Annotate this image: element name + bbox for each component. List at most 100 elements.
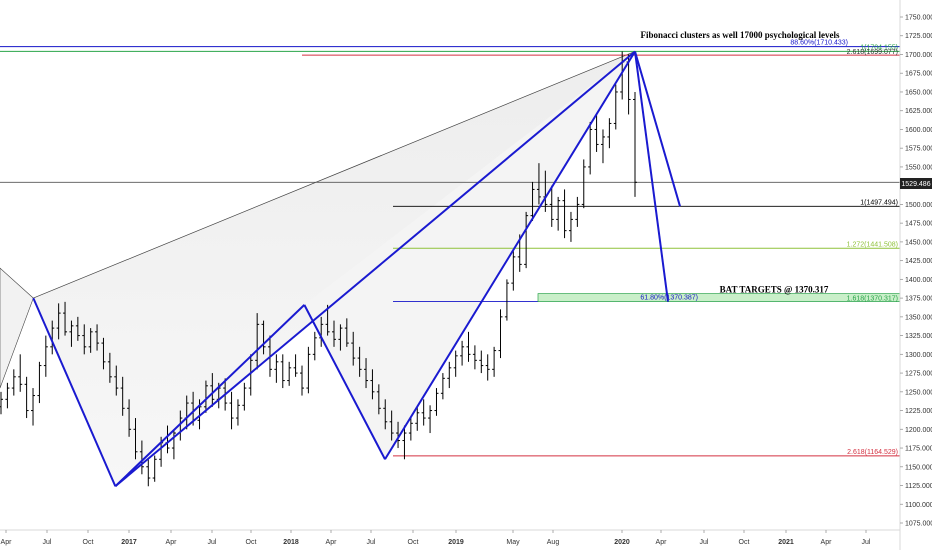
price-tick-label: 1500.000 — [905, 202, 932, 209]
time-tick-label: Apr — [166, 539, 178, 546]
label-1-black: 1(1497.494) — [860, 199, 898, 206]
pattern-shading — [0, 51, 636, 487]
ohlc-bar — [63, 301, 68, 336]
price-tick-label: 1400.000 — [905, 277, 932, 284]
price-tick-label: 1575.000 — [905, 146, 932, 153]
ohlc-bar — [312, 331, 317, 361]
ohlc-bar — [581, 159, 586, 209]
ohlc-bar — [133, 418, 138, 460]
ohlc-bar — [408, 418, 413, 441]
ohlc-bar — [389, 410, 394, 441]
ohlc-bar — [332, 320, 337, 347]
ohlc-bar — [120, 376, 125, 416]
time-tick-label: Jul — [367, 539, 376, 546]
bcd-shade — [304, 51, 635, 460]
ohlc-bar — [171, 429, 176, 460]
label-2618-bottom: 2.618(1164.529) — [847, 449, 898, 456]
time-tick-label: 2021 — [778, 539, 794, 546]
time-axis[interactable]: Apr Jul Oct 2017 Apr Jul Oct 2018 Apr Jul Oct 2019 M… — [0, 529, 900, 546]
ohlc-bar — [11, 369, 16, 396]
ohlc-bar — [383, 399, 388, 430]
time-tick-label: Jul — [862, 539, 871, 546]
time-tick-label: Jul — [208, 539, 217, 546]
bat-targets-label: BAT TARGETS @ 1370.317 — [720, 285, 829, 295]
ohlc-bar — [338, 324, 343, 351]
ohlc-bar — [594, 114, 599, 152]
ohlc-bar — [280, 354, 285, 389]
ohlc-bar — [472, 345, 477, 370]
time-tick-label: Oct — [739, 539, 750, 546]
price-tick-label: 1175.000 — [905, 446, 932, 453]
ohlc-bar — [460, 340, 465, 366]
price-tick-label: 1475.000 — [905, 221, 932, 228]
ohlc-bar — [479, 350, 484, 374]
time-tick-label: Jul — [700, 539, 709, 546]
ohlc-bar — [101, 337, 106, 370]
ohlc-bar — [88, 328, 93, 353]
ohlc-bar — [43, 335, 48, 377]
price-tick-label: 1350.000 — [905, 314, 932, 321]
ohlc-bar — [75, 316, 80, 341]
ohlc-bar — [95, 324, 100, 351]
ohlc-bar — [37, 361, 42, 404]
price-tick-label: 1200.000 — [905, 427, 932, 434]
ohlc-bar — [556, 196, 561, 231]
time-tick-label: Oct — [408, 539, 419, 546]
price-tick-label: 1725.000 — [905, 33, 932, 40]
ohlc-bar — [82, 324, 87, 355]
ohlc-bar — [274, 354, 279, 383]
price-tick-label: 1075.000 — [905, 521, 932, 528]
ohlc-bar — [549, 185, 554, 227]
price-tick-label: 1700.000 — [905, 52, 932, 59]
ohlc-bar — [485, 354, 490, 381]
label-618: 61.80%(1370.387) — [640, 295, 698, 302]
ohlc-bar — [428, 405, 433, 434]
ohlc-bar — [306, 346, 311, 394]
ohlc-bar — [235, 399, 240, 426]
level-labels: 88.60%(1710.433) 1(1704.155)2.618(1699.07… — [640, 40, 898, 456]
time-tick-label: 2020 — [614, 539, 630, 546]
ohlc-bar — [453, 350, 458, 377]
level-lines — [0, 46, 901, 457]
chart-title: Fibonacci clusters as well 17000 psychol… — [641, 30, 840, 40]
price-axis[interactable]: 1750.000 1725.000 1700.000 1675.000 1650.000… — [899, 0, 932, 550]
harmonic-pattern-lines — [32, 50, 681, 488]
ohlc-bar — [434, 388, 439, 416]
xad-shade — [33, 51, 636, 487]
ohlc-bar — [203, 380, 208, 413]
price-tick-label: 1125.000 — [905, 483, 932, 490]
time-tick-label: Oct — [246, 539, 257, 546]
price-tick-label: 1625.000 — [905, 108, 932, 115]
ohlc-bar — [562, 189, 567, 239]
ohlc-bar — [299, 365, 304, 396]
price-tick-label: 1675.000 — [905, 71, 932, 78]
ohlc-bar — [588, 121, 593, 175]
ohlc-bar — [50, 320, 55, 355]
time-tick-label: Oct — [83, 539, 94, 546]
price-tick-label: 1650.000 — [905, 89, 932, 96]
price-tick-label: 1600.000 — [905, 127, 932, 134]
ohlc-bar — [139, 440, 144, 475]
ohlc-bar — [633, 91, 637, 197]
ohlc-bar — [421, 399, 426, 426]
ohlc-bar — [511, 249, 516, 291]
price-tick-label: 1325.000 — [905, 333, 932, 340]
time-tick-label: 2017 — [121, 539, 137, 546]
time-tick-label: 2018 — [283, 539, 299, 546]
ohlc-bar — [357, 346, 362, 377]
ohlc-bar — [31, 388, 36, 426]
ohlc-bar — [575, 196, 580, 227]
ohlc-bar — [530, 181, 535, 221]
ohlc-bar — [447, 361, 452, 389]
price-tick-label: 1275.000 — [905, 371, 932, 378]
ohlc-bar — [242, 382, 247, 411]
ohlc-bar — [210, 373, 215, 407]
bc-leg — [303, 304, 386, 460]
price-tick-label: 1150.000 — [905, 464, 932, 471]
ohlc-bar — [524, 211, 529, 269]
ohlc-bar — [415, 406, 420, 431]
price-tick-label: 1750.000 — [905, 15, 932, 22]
ohlc-bar — [402, 425, 407, 460]
label-2618-top: 2.618(1699.077) — [847, 49, 898, 56]
